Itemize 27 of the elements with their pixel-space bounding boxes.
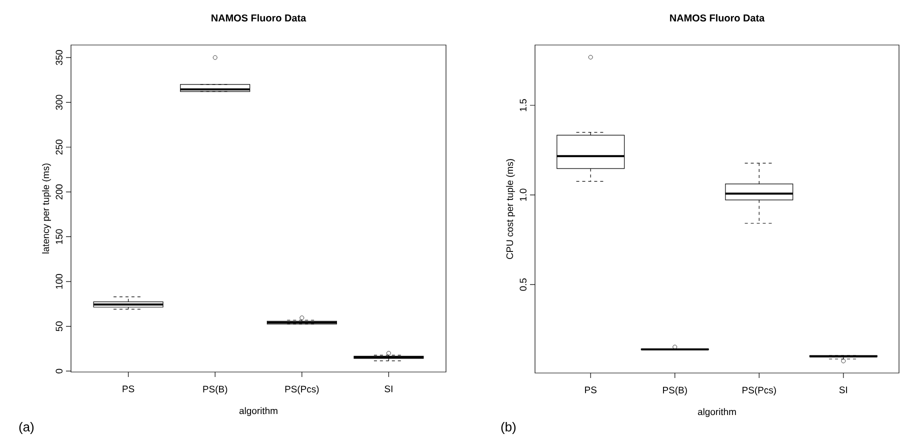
text: (a) — [19, 422, 34, 434]
text: (b) — [501, 422, 516, 434]
x-tick-label: PS(Pcs) — [285, 386, 319, 394]
x-tick-label: PS — [122, 386, 134, 392]
y-tick-label: 200 — [56, 184, 62, 200]
x-tick-label: SI — [839, 386, 847, 394]
chart-title: NAMOS Fluoro Data — [212, 14, 306, 22]
chart-title: NAMOS Fluoro Data — [670, 14, 765, 22]
x-tick-label: PS(B) — [203, 386, 228, 394]
y-tick-label: 0.5 — [520, 278, 526, 291]
y-tick-label: 150 — [56, 229, 62, 244]
y-axis-title: CPU cost per tuple (ms) — [506, 159, 515, 260]
y-tick-label: 250 — [56, 140, 62, 155]
x-tick-label: PS(B) — [663, 386, 687, 396]
x-tick-label: PS — [585, 386, 596, 394]
y-tick-label: 1.5 — [520, 99, 526, 112]
y-axis-title: latency per tuple (ms) — [42, 164, 51, 254]
x-axis-title: algorithm — [239, 407, 278, 416]
x-tick-label: SI — [384, 386, 392, 392]
x-axis-title: algorithm — [698, 408, 736, 418]
y-tick-label: 100 — [56, 274, 62, 289]
y-tick-label: 1.0 — [520, 188, 526, 201]
y-tick-label: 300 — [56, 94, 62, 110]
y-tick-label: 50 — [56, 321, 62, 332]
y-tick-label: 0 — [56, 368, 62, 374]
y-tick-label: 350 — [56, 50, 62, 66]
x-tick-label: PS(Pcs) — [742, 386, 776, 396]
